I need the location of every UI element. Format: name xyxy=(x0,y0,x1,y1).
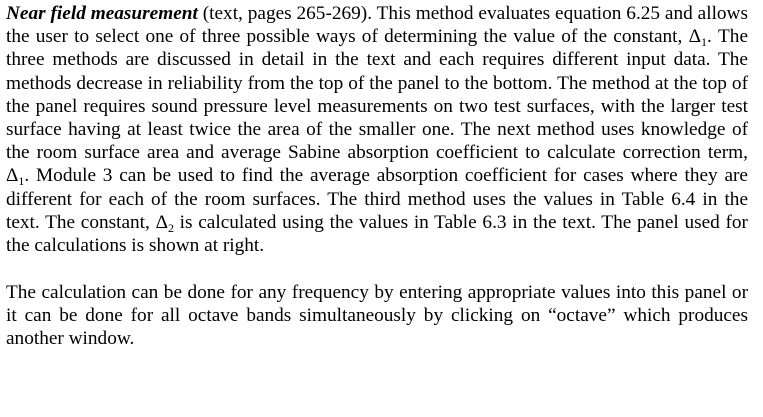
delta-symbol: Δ xyxy=(155,211,168,233)
paragraph-octave: The calculation can be done for any freq… xyxy=(6,281,748,350)
delta-subscript: 1 xyxy=(700,35,707,50)
delta-symbol: Δ xyxy=(688,26,701,48)
text-segment: . Module 3 can be used to find the avera… xyxy=(6,165,748,233)
delta-subscript: 2 xyxy=(167,220,174,235)
section-term: Near field measurement xyxy=(6,3,198,24)
text-segment: (text, pages 265-269). This method evalu… xyxy=(6,3,748,48)
delta-symbol: Δ xyxy=(6,165,19,187)
paragraph-near-field: Near field measurement (text, pages 265-… xyxy=(6,2,748,257)
text-segment: . The three methods are discussed in det… xyxy=(6,26,749,164)
text-segment: is calculated using the values in Table … xyxy=(6,211,748,257)
document-body: Near field measurement (text, pages 265-… xyxy=(6,2,748,350)
delta-subscript: 1 xyxy=(18,174,25,189)
